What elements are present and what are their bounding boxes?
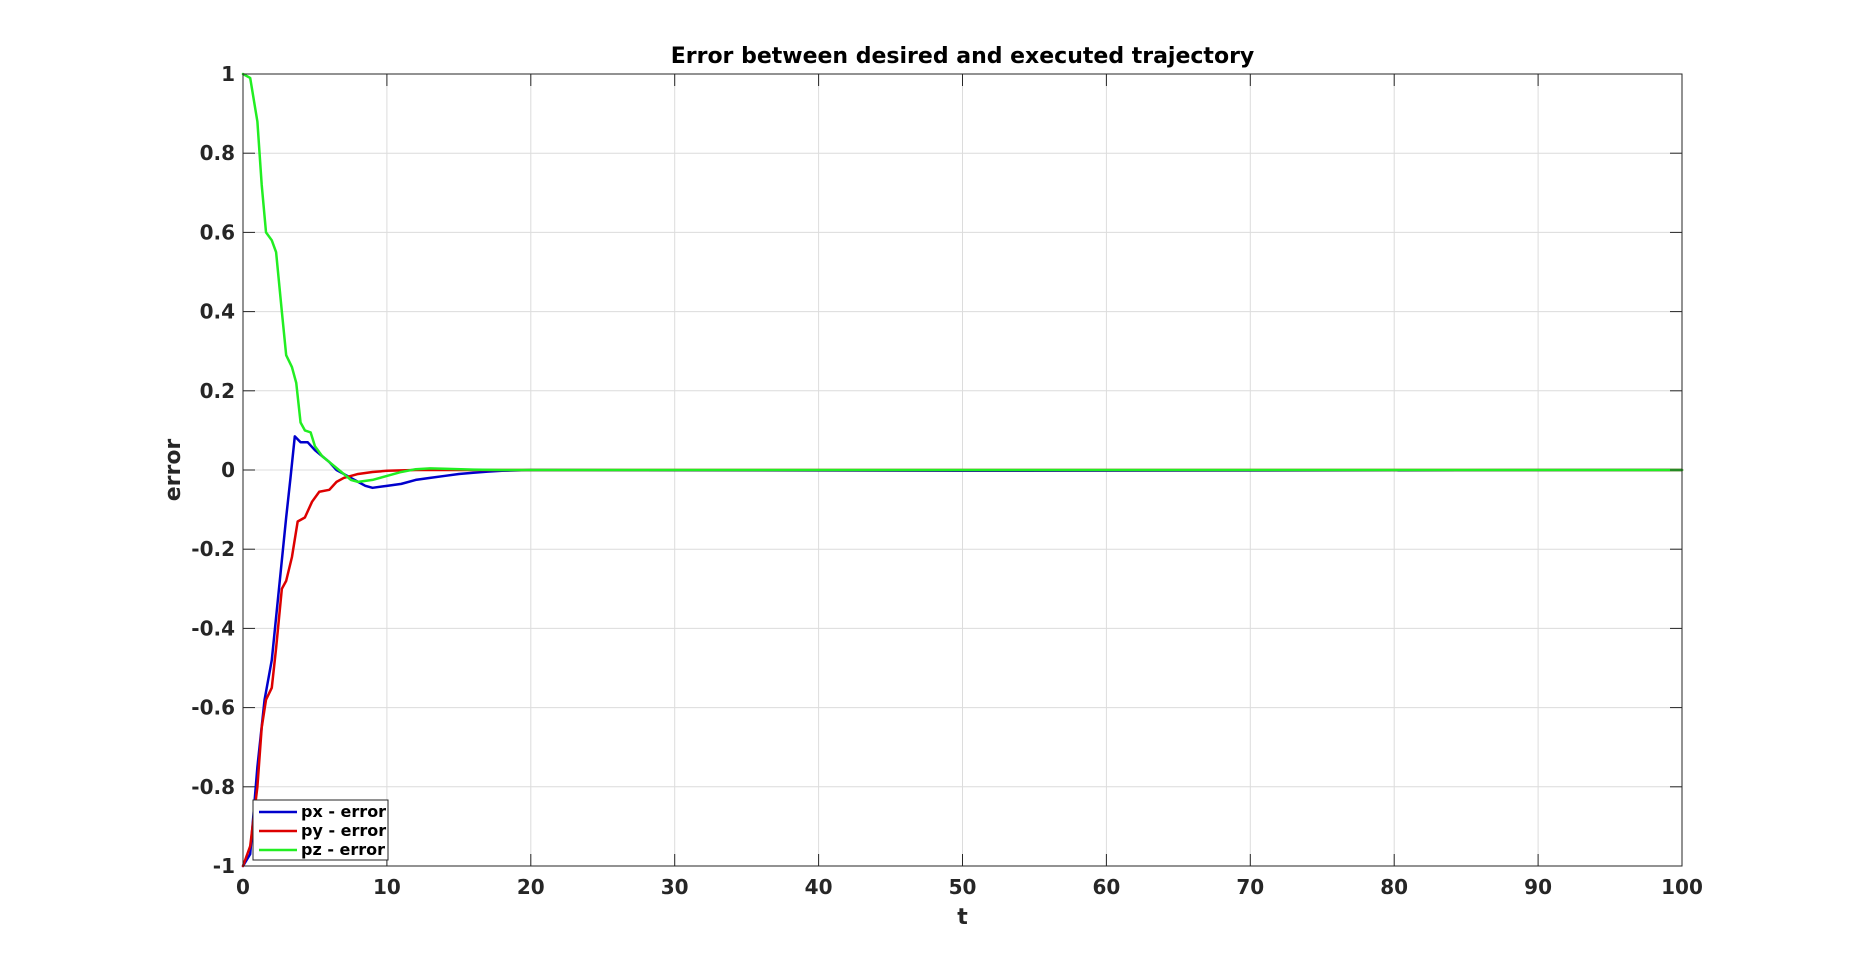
y-tick-label: -0.8 bbox=[191, 775, 235, 799]
axis-ticks: 0 10 20 30 40 50 60 70 80 90 100-1-0.8-0.6-0.4-0.2… bbox=[191, 62, 1703, 899]
legend-label: py - error bbox=[301, 821, 386, 840]
y-tick-label: 0 bbox=[221, 458, 235, 482]
x-tick-label: 100 bbox=[1661, 875, 1703, 899]
y-tick-label: 1 bbox=[221, 62, 235, 86]
y-axis-label: error bbox=[161, 439, 186, 502]
x-tick-label: 70 bbox=[1236, 875, 1264, 899]
series-line-2 bbox=[241, 468, 1684, 868]
y-tick-label: -1 bbox=[213, 854, 235, 878]
y-tick-label: 0.2 bbox=[200, 379, 235, 403]
x-tick-label: 60 bbox=[1092, 875, 1120, 899]
y-tick-label: 0.4 bbox=[200, 300, 235, 324]
y-tick-label: -0.6 bbox=[191, 696, 235, 720]
x-tick-label: 20 bbox=[517, 875, 545, 899]
chart-title: Error between desired and executed traje… bbox=[671, 44, 1255, 69]
y-tick-label: -0.2 bbox=[191, 537, 235, 561]
x-tick-label: 80 bbox=[1380, 875, 1408, 899]
y-tick-label: -0.4 bbox=[191, 616, 235, 640]
y-tick-label: 0.6 bbox=[200, 220, 235, 244]
x-tick-label: 50 bbox=[949, 875, 977, 899]
legend-label: pz - error bbox=[301, 840, 385, 859]
x-tick-label: 30 bbox=[661, 875, 689, 899]
x-tick-label: 10 bbox=[373, 875, 401, 899]
series-line-3 bbox=[241, 72, 1684, 484]
y-tick-label: 0.8 bbox=[200, 141, 235, 165]
series-lines bbox=[241, 72, 1684, 868]
legend-label: px - error bbox=[301, 802, 386, 821]
x-tick-label: 90 bbox=[1524, 875, 1552, 899]
x-tick-label: 0 bbox=[236, 875, 250, 899]
x-axis-label: t bbox=[957, 905, 968, 930]
x-tick-label: 40 bbox=[805, 875, 833, 899]
